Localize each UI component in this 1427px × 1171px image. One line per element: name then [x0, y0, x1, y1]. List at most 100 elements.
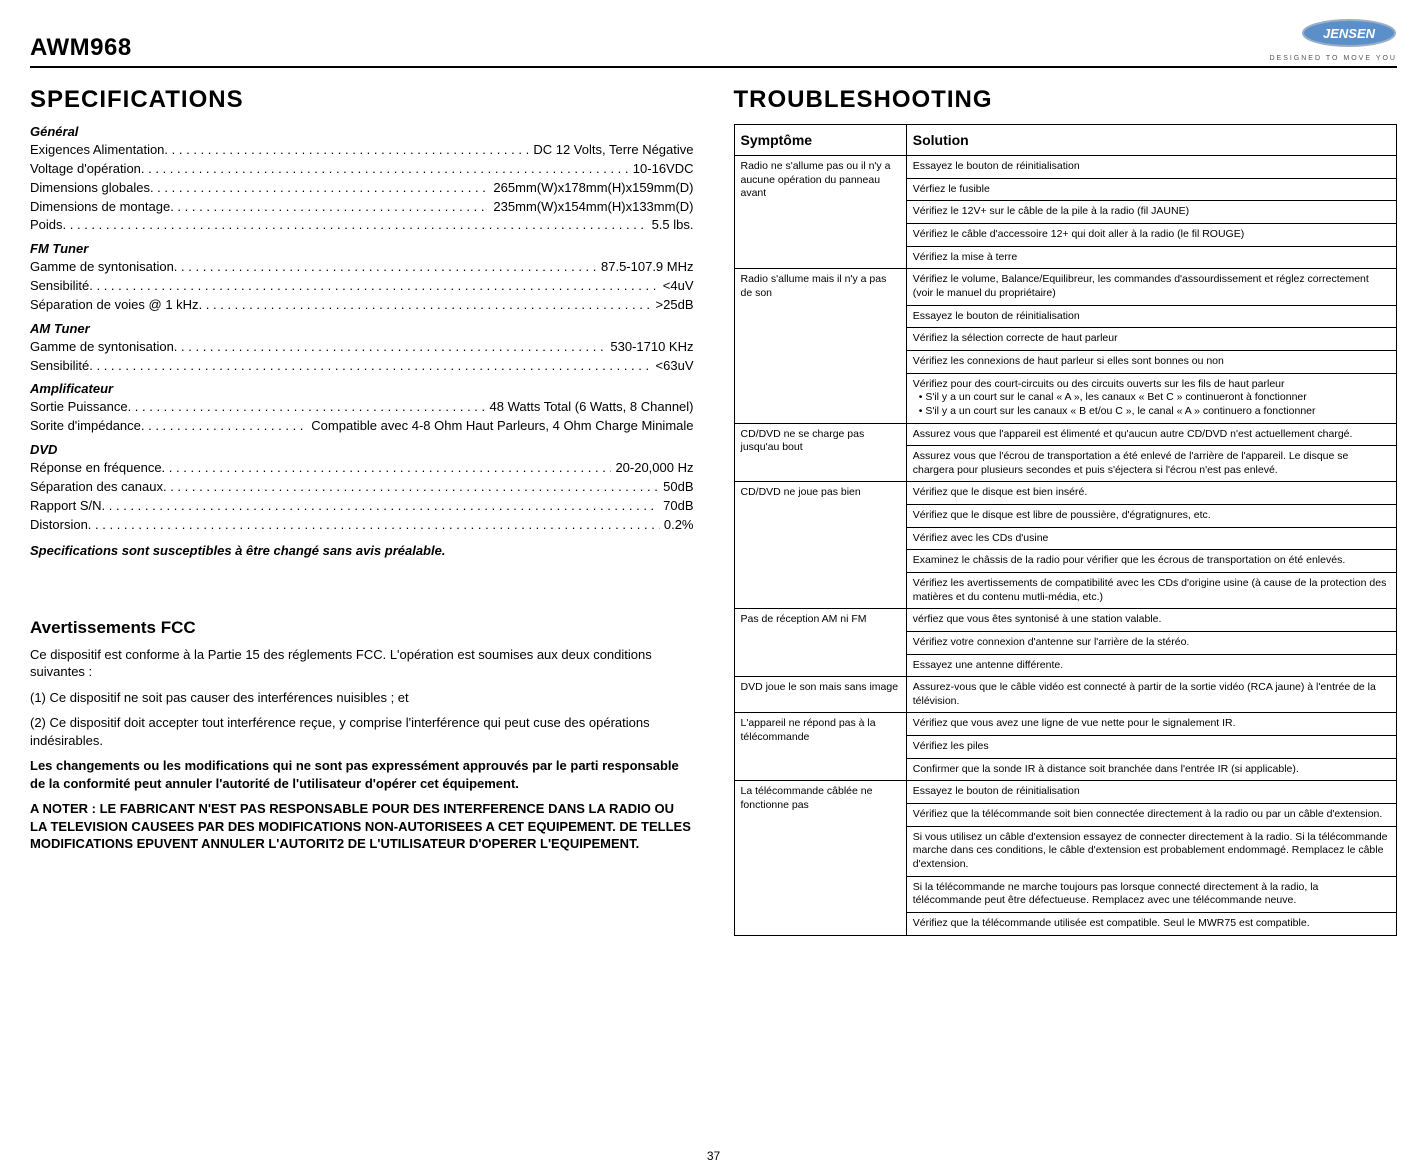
spec-groups: Général Exigences AlimentationDC 12 Volts… [30, 124, 694, 535]
spec-label: Rapport S/N [30, 497, 102, 516]
spec-label: Distorsion [30, 516, 88, 535]
solution-cell: Vérifiez la mise à terre [906, 246, 1396, 269]
spec-value: <4uV [659, 277, 694, 296]
fcc-paragraph: Ce dispositif est conforme à la Partie 1… [30, 646, 694, 681]
fcc-paragraph: A NOTER : LE FABRICANT N'EST PAS RESPONS… [30, 800, 694, 853]
spec-line: Réponse en fréquence20-20,000 Hz [30, 459, 694, 478]
solution-cell: Vérifiez avec les CDs d'usine [906, 527, 1396, 550]
col-solution: Solution [906, 125, 1396, 156]
spec-subhead: FM Tuner [30, 241, 694, 256]
solution-cell: Assurez vous que l'appareil est élimenté… [906, 423, 1396, 446]
spec-line: Voltage d'opération10-16VDC [30, 160, 694, 179]
symptom-cell: La télécommande câblée ne fonctionne pas [734, 781, 906, 935]
spec-dots [141, 160, 629, 179]
table-row: Pas de réception AM ni FMvérfiez que vou… [734, 609, 1397, 632]
solution-cell: Vérifiez le câble d'accessoire 12+ qui d… [906, 224, 1396, 247]
brand-tagline: DESIGNED TO MOVE YOU [1269, 55, 1397, 62]
solution-text: Vérifiez pour des court-circuits ou des … [913, 378, 1390, 392]
spec-subhead: Général [30, 124, 694, 139]
solution-cell: Confirmer que la sonde IR à distance soi… [906, 758, 1396, 781]
spec-label: Dimensions globales [30, 179, 150, 198]
spec-value: 10-16VDC [629, 160, 694, 179]
spec-line: Dimensions globales 265mm(W)x178mm(H)x159… [30, 179, 694, 198]
fcc-paragraph: Les changements ou les modifications qui… [30, 757, 694, 792]
spec-value: >25dB [652, 296, 694, 315]
table-row: Radio ne s'allume pas ou il n'y a aucune… [734, 156, 1397, 179]
solution-cell: Vérifiez le 12V+ sur le câble de la pile… [906, 201, 1396, 224]
spec-value: Compatible avec 4-8 Ohm Haut Parleurs, 4… [307, 417, 693, 436]
spec-label: Dimensions de montage [30, 198, 170, 217]
spec-dots [88, 516, 660, 535]
spec-line: Séparation de voies @ 1 kHz>25dB [30, 296, 694, 315]
spec-line: Sensibilité<63uV [30, 357, 694, 376]
content-columns: SPECIFICATIONS GénéralExigences Alimenta… [30, 86, 1397, 936]
spec-value: 235mm(W)x154mm(H)x133mm(D) [489, 198, 693, 217]
solution-cell: Essayez une antenne différente. [906, 654, 1396, 677]
solution-text: Vérifiez que le disque est bien inséré. [913, 486, 1390, 500]
spec-subhead: DVD [30, 442, 694, 457]
jensen-logo-icon: JENSEN [1301, 18, 1397, 48]
spec-dots [164, 141, 529, 160]
solution-text: Vérifiez que vous avez une ligne de vue … [913, 717, 1390, 731]
solution-cell: Assurez vous que l'écrou de transportati… [906, 446, 1396, 482]
solution-cell: Vérifiez le volume, Balance/Equilibreur,… [906, 269, 1396, 305]
col-symptom: Symptôme [734, 125, 906, 156]
spec-line: Exigences AlimentationDC 12 Volts, Terre… [30, 141, 694, 160]
spec-line: Séparation des canaux 50dB [30, 478, 694, 497]
solution-text: Vérifiez les piles [913, 740, 1390, 754]
solution-cell: Vérifiez que le disque est bien inséré. [906, 482, 1396, 505]
solution-text: Essayez une antenne différente. [913, 659, 1390, 673]
spec-value: 87.5-107.9 MHz [597, 258, 694, 277]
solution-text: Vérfiez le fusible [913, 183, 1390, 197]
solution-cell: Vérifiez les piles [906, 736, 1396, 759]
spec-value: 5.5 lbs. [648, 216, 694, 235]
solution-cell: Examinez le châssis de la radio pour vér… [906, 550, 1396, 573]
symptom-cell: CD/DVD ne joue pas bien [734, 482, 906, 609]
model-number: AWM968 [30, 34, 132, 62]
spec-label: Séparation des canaux [30, 478, 163, 497]
page-number: 37 [0, 1149, 1427, 1163]
solution-text: • S'il y a un court sur le canal « A », … [913, 391, 1390, 405]
symptom-cell: Radio s'allume mais il n'y a pas de son [734, 269, 906, 423]
solution-text: Si la télécommande ne marche toujours pa… [913, 881, 1390, 908]
spec-dots [150, 179, 489, 198]
spec-dots [63, 216, 648, 235]
solution-text: Assurez vous que l'appareil est élimenté… [913, 428, 1390, 442]
solution-text: Essayez le bouton de réinitialisation [913, 310, 1390, 324]
solution-text: Vérifiez votre connexion d'antenne sur l… [913, 636, 1390, 650]
solution-cell: Vérifiez la sélection correcte de haut p… [906, 328, 1396, 351]
solution-cell: Vérifiez les connexions de haut parleur … [906, 350, 1396, 373]
solution-text: Vérifiez la sélection correcte de haut p… [913, 332, 1390, 346]
spec-label: Réponse en fréquence [30, 459, 162, 478]
solution-cell: Vérifiez votre connexion d'antenne sur l… [906, 631, 1396, 654]
svg-text:JENSEN: JENSEN [1323, 26, 1376, 41]
spec-dots [89, 357, 651, 376]
solution-text: Essayez le bouton de réinitialisation [913, 785, 1390, 799]
spec-value: DC 12 Volts, Terre Négative [529, 141, 693, 160]
spec-disclaimer: Specifications sont susceptibles à être … [30, 543, 694, 558]
spec-dots [102, 497, 660, 516]
solution-cell: Essayez le bouton de réinitialisation [906, 156, 1396, 179]
spec-label: Sensibilité [30, 277, 89, 296]
symptom-cell: Radio ne s'allume pas ou il n'y a aucune… [734, 156, 906, 269]
solution-text: • S'il y a un court sur les canaux « B e… [913, 405, 1390, 419]
solution-cell: Essayez le bouton de réinitialisation [906, 305, 1396, 328]
brand-logo: JENSEN [1301, 18, 1397, 53]
spec-label: Gamme de syntonisation [30, 258, 174, 277]
spec-value: 0.2% [660, 516, 694, 535]
solution-cell: Assurez-vous que le câble vidéo est conn… [906, 677, 1396, 713]
table-row: La télécommande câblée ne fonctionne pas… [734, 781, 1397, 804]
solution-text: Si vous utilisez un câble d'extension es… [913, 831, 1390, 872]
solution-text: Vérifiez les connexions de haut parleur … [913, 355, 1390, 369]
spec-value: 50dB [659, 478, 693, 497]
spec-label: Sorite d'impédance [30, 417, 141, 436]
header-bar: AWM968 JENSEN DESIGNED TO MOVE YOU [30, 18, 1397, 68]
spec-dots [199, 296, 652, 315]
solution-cell: Vérifiez que vous avez une ligne de vue … [906, 713, 1396, 736]
spec-dots [170, 198, 489, 217]
spec-dots [89, 277, 659, 296]
fcc-title: Avertissements FCC [30, 618, 694, 638]
solution-cell: Vérifiez que la télécommande utilisée es… [906, 912, 1396, 935]
troubleshooting-table: Symptôme Solution Radio ne s'allume pas … [734, 124, 1398, 936]
spec-value: 265mm(W)x178mm(H)x159mm(D) [489, 179, 693, 198]
